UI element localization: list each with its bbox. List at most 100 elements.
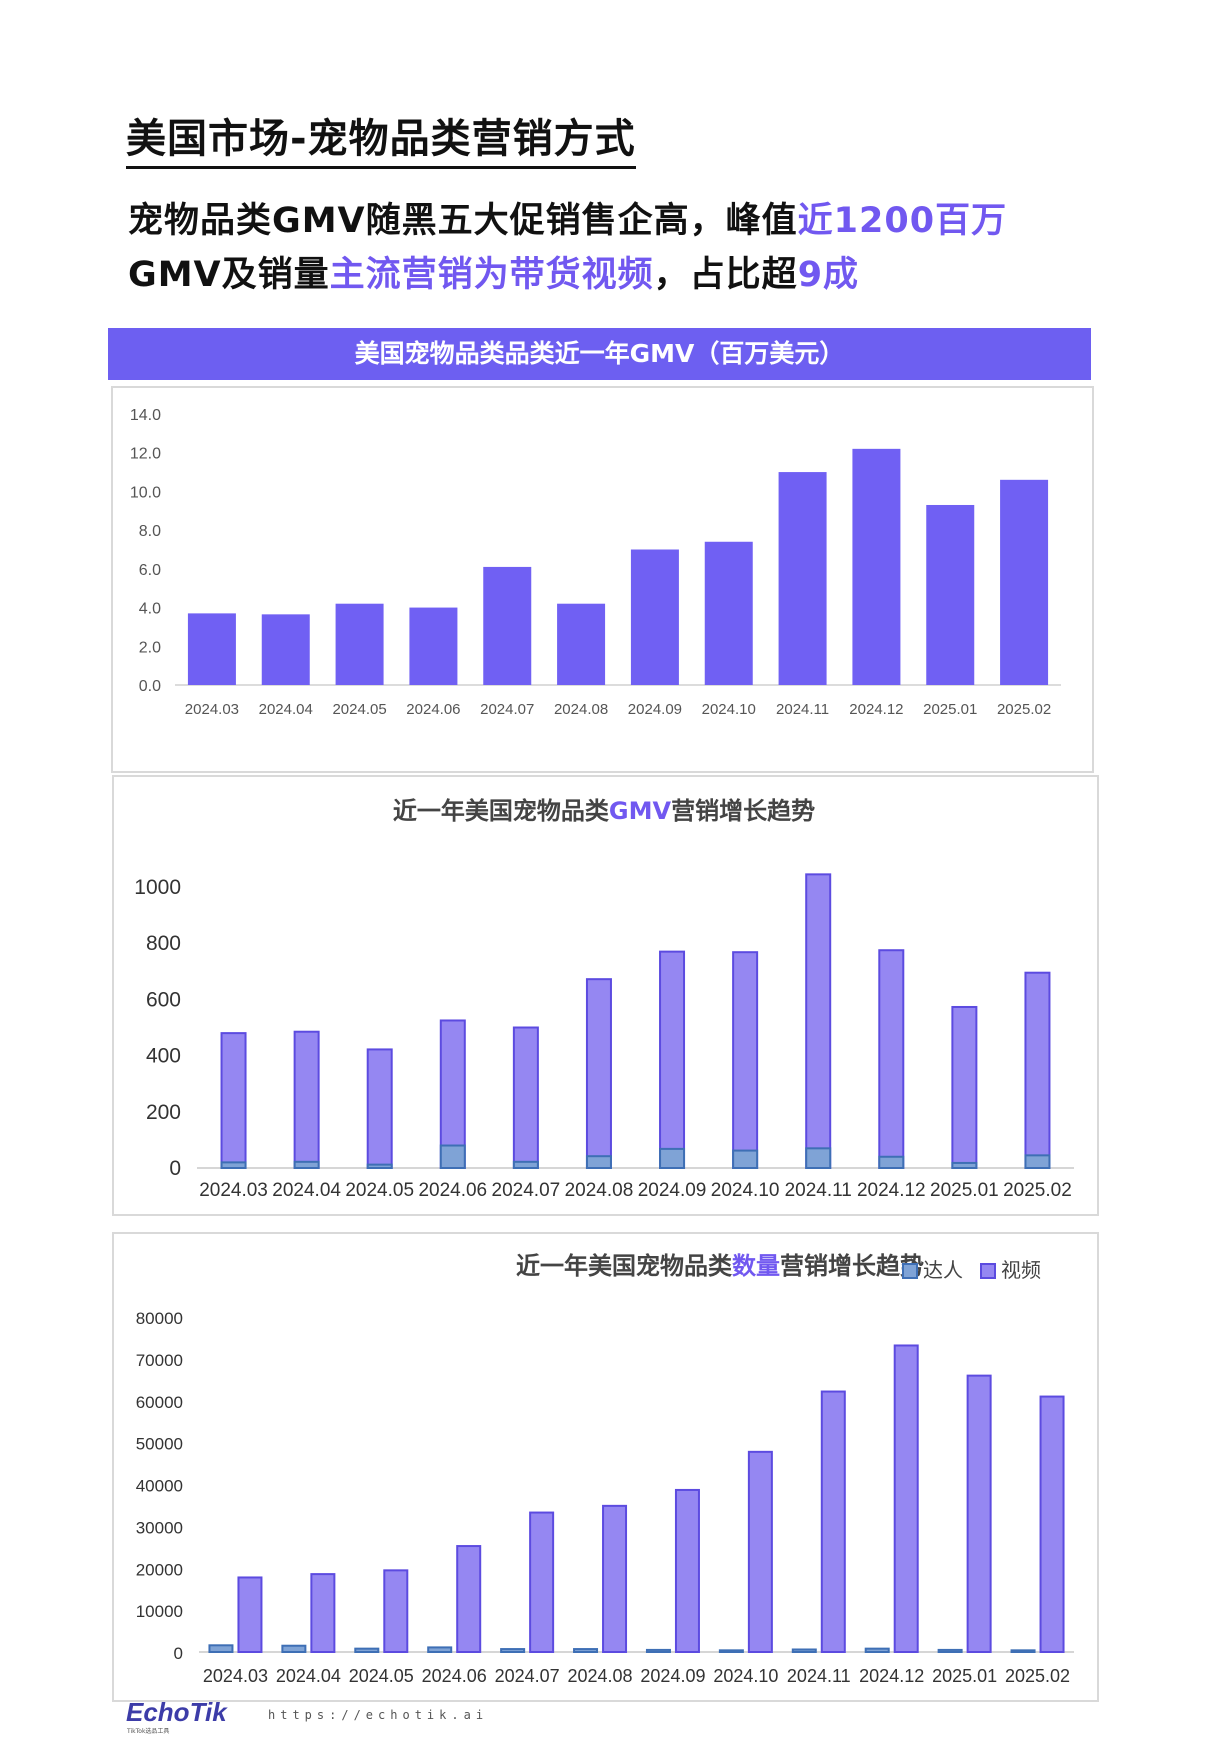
influencer-bar: [732, 1149, 759, 1170]
video-bar: [220, 1032, 247, 1169]
y-tick-label: 60000: [136, 1393, 183, 1412]
x-tick-label: 2024.11: [776, 701, 829, 718]
x-tick-label: 2024.07: [495, 1666, 560, 1686]
y-tick-label: 4.0: [139, 601, 161, 618]
x-tick-label: 2024.08: [565, 1180, 634, 1201]
influencer-bar: [878, 1155, 905, 1170]
gmv-bar: [409, 607, 458, 685]
video-bar: [805, 873, 832, 1169]
video-bar: [439, 1019, 466, 1169]
x-tick-label: 2024.08: [554, 701, 608, 718]
y-tick-label: 10000: [136, 1602, 183, 1621]
x-tick-label: 2024.06: [406, 701, 460, 718]
x-tick-label: 2024.07: [492, 1180, 561, 1201]
video-bar: [966, 1374, 992, 1653]
video-bar: [529, 1511, 555, 1653]
x-tick-label: 2024.07: [480, 701, 534, 718]
x-tick-label: 2024.09: [640, 1666, 705, 1686]
x-tick-label: 2024.05: [349, 1666, 414, 1686]
legend-label-influencer: 达人: [923, 1258, 963, 1282]
influencer-bar: [718, 1649, 744, 1654]
x-tick-label: 2024.03: [185, 701, 239, 718]
influencer-bar: [354, 1647, 380, 1653]
video-bar: [602, 1504, 628, 1654]
headline-line-2-highlight-2: 9成: [797, 255, 860, 295]
video-bar: [820, 1390, 846, 1653]
chart-title: 近一年美国宠物品类GMV营销增长趋势: [393, 797, 815, 825]
x-tick-label: 2024.04: [272, 1180, 341, 1201]
gmv-bar-chart-svg: 0.0 2.0 4.0 6.0 8.0 10.0 12.0 14.0 2024.03 2024.0…: [130, 407, 1061, 718]
influencer-bar: [208, 1644, 234, 1653]
headline-line-2-highlight: 主流营销为带货视频: [329, 255, 654, 295]
influencer-bar: [585, 1155, 612, 1169]
x-tick-label: 2025.01: [932, 1666, 997, 1686]
video-bar: [1024, 971, 1051, 1169]
page-title: 美国市场-宠物品类营销方式: [126, 106, 636, 169]
x-tick-label: 2024.10: [713, 1666, 778, 1686]
video-bar: [659, 950, 686, 1169]
gmv-bar: [630, 549, 679, 685]
headline-line-2-mid: ，占比超: [653, 255, 798, 295]
video-bar: [293, 1030, 320, 1169]
x-tick-label: 2024.12: [857, 1180, 926, 1201]
y-tick-label: 10.0: [130, 484, 161, 501]
echotik-logo-subtitle: TikTok选品工具: [127, 1728, 170, 1735]
y-tick-label: 70000: [136, 1351, 183, 1370]
x-tick-label: 2024.10: [711, 1180, 780, 1201]
gmv-bar: [483, 566, 532, 685]
x-tick-label: 2024.09: [628, 701, 682, 718]
x-tick-label: 2024.06: [422, 1666, 487, 1686]
y-tick-label: 12.0: [130, 446, 161, 463]
influencer-bar: [1024, 1154, 1051, 1170]
y-tick-label: 2.0: [139, 639, 161, 656]
video-bar: [878, 949, 905, 1169]
y-tick-label: 6.0: [139, 562, 161, 579]
headline-line-2-text: GMV及销量: [128, 255, 330, 295]
video-bar: [383, 1569, 409, 1653]
y-tick-label: 50000: [136, 1435, 183, 1454]
gmv-bar: [557, 603, 606, 685]
x-tick-label: 2024.08: [568, 1666, 633, 1686]
x-tick-label: 2024.09: [638, 1180, 707, 1201]
y-tick-label: 0.0: [139, 678, 161, 695]
legend-label-video: 视频: [1001, 1258, 1041, 1282]
x-tick-label: 2025.02: [1005, 1666, 1070, 1686]
echotik-logo: EchoTik: [126, 1697, 227, 1727]
video-bar: [456, 1545, 482, 1653]
x-tick-label: 2024.03: [203, 1666, 268, 1686]
x-tick-label: 2025.01: [930, 1180, 999, 1201]
influencer-bar: [512, 1160, 539, 1169]
y-tick-label: 200: [146, 1101, 181, 1124]
influencer-bar: [439, 1144, 466, 1169]
influencer-bar: [659, 1147, 686, 1169]
influencer-bar: [937, 1648, 963, 1653]
video-bar: [951, 1005, 978, 1169]
gmv-bar: [778, 472, 827, 685]
gmv-marketing-chart-svg: 近一年美国宠物品类GMV营销增长趋势 0 200 400 600 800 1000 2024.…: [134, 797, 1074, 1201]
video-bar: [310, 1573, 336, 1653]
y-tick-label: 0: [169, 1157, 181, 1180]
y-tick-label: 40000: [136, 1477, 183, 1496]
influencer-bar: [805, 1147, 832, 1169]
y-tick-label: 20000: [136, 1560, 183, 1579]
influencer-bar: [427, 1646, 453, 1653]
x-tick-label: 2024.12: [859, 1666, 924, 1686]
gmv-bar-chart: 0.0 2.0 4.0 6.0 8.0 10.0 12.0 14.0 2024.03 2024.0…: [111, 386, 1094, 773]
influencer-bar: [220, 1161, 247, 1170]
legend-swatch-influencer: [902, 1263, 918, 1279]
x-tick-label: 2025.02: [997, 701, 1051, 718]
x-tick-label: 2024.03: [199, 1180, 268, 1201]
x-tick-label: 2024.05: [345, 1180, 414, 1201]
y-tick-label: 400: [146, 1045, 181, 1068]
influencer-bar: [951, 1161, 978, 1169]
influencer-bar: [500, 1648, 526, 1654]
quantity-marketing-chart: 近一年美国宠物品类数量营销增长趋势 0 10000 20000 30000 40000 50…: [112, 1232, 1099, 1702]
y-tick-label: 80000: [136, 1309, 183, 1328]
video-bar: [366, 1048, 393, 1169]
x-tick-label: 2025.01: [923, 701, 977, 718]
y-tick-label: 600: [146, 988, 181, 1011]
influencer-bar: [864, 1647, 890, 1653]
x-tick-label: 2025.02: [1003, 1180, 1072, 1201]
influencer-bar: [293, 1160, 320, 1169]
x-tick-label: 2024.06: [418, 1180, 487, 1201]
